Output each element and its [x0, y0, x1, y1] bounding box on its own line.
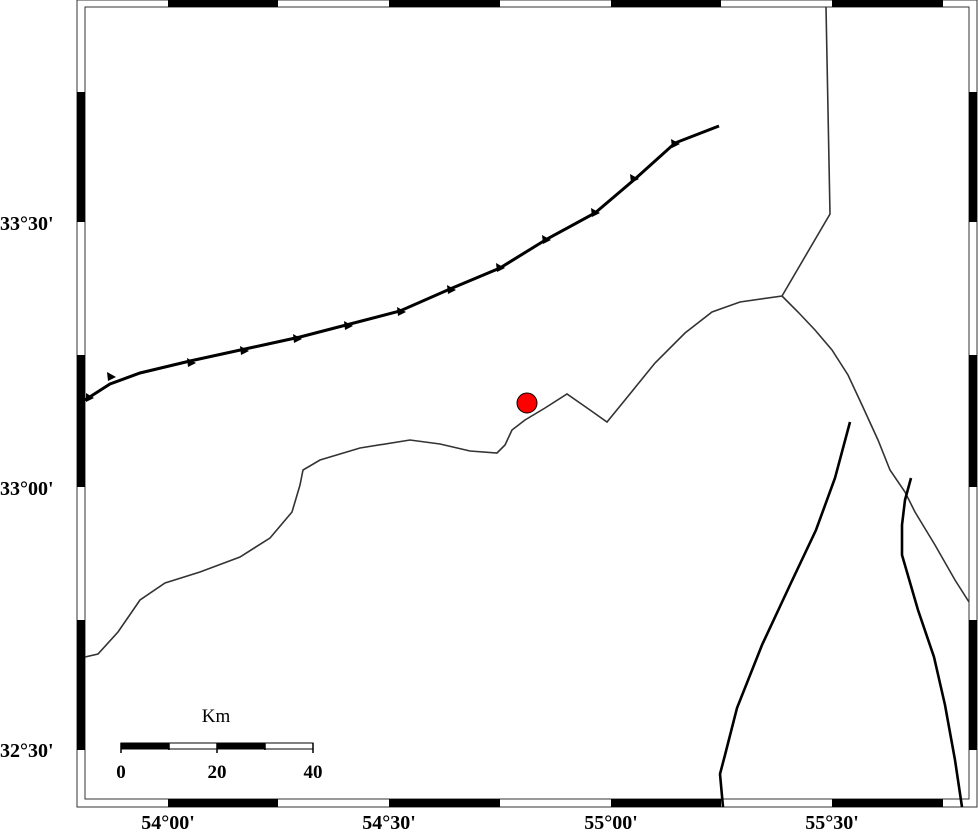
lat-label: 33°00' [0, 478, 54, 500]
lat-label: 33°30' [0, 213, 54, 235]
lat-label: 32°30' [0, 740, 54, 762]
frame-ticks [77, 0, 977, 807]
lon-label: 54°30' [362, 812, 416, 834]
scale-bar-label: 20 [207, 762, 227, 783]
scale-bar [120, 742, 314, 753]
epicenter-marker[interactable] [516, 392, 538, 414]
scale-bar-label: 0 [116, 762, 126, 783]
lon-label: 54°00' [141, 812, 195, 834]
lon-label: 55°00' [584, 812, 638, 834]
scale-bar-label: 40 [303, 762, 323, 783]
province-borders [84, 6, 970, 658]
faults [718, 421, 964, 808]
scale-bar-unit: Km [201, 706, 231, 727]
lon-label: 55°30' [805, 812, 859, 834]
thrust-fault [84, 124, 720, 402]
